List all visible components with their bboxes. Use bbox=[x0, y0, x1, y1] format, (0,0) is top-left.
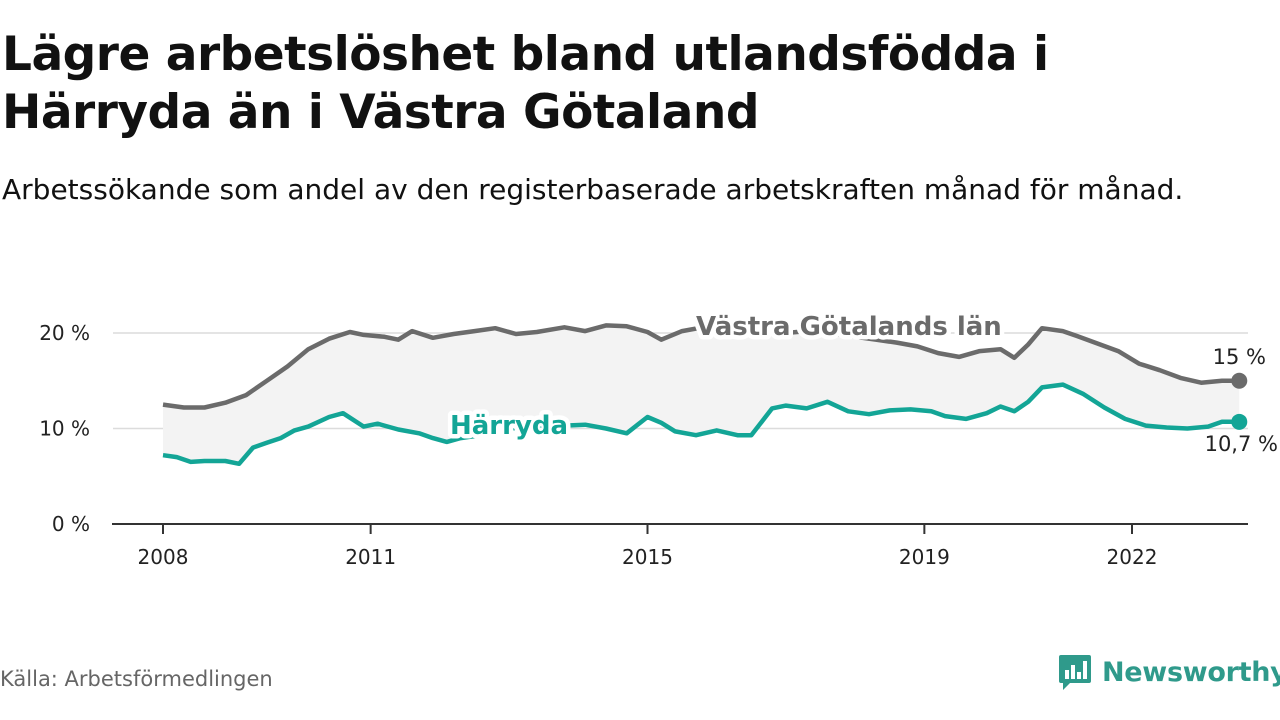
chart-title: Lägre arbetslöshet bland utlandsfödda i … bbox=[2, 27, 1049, 140]
chart-subtitle: Arbetssökande som andel av den registerb… bbox=[2, 173, 1184, 206]
end-label-vastra-gotaland: 15 % bbox=[1213, 345, 1266, 369]
x-tick-label: 2008 bbox=[138, 545, 189, 569]
x-tick-label: 2011 bbox=[345, 545, 396, 569]
end-point-harryda bbox=[1231, 413, 1248, 430]
y-tick-label: 20 % bbox=[39, 321, 90, 345]
y-tick-label: 10 % bbox=[39, 417, 90, 441]
x-tick-label: 2015 bbox=[622, 545, 673, 569]
x-tick-label: 2019 bbox=[899, 545, 950, 569]
y-tick-label: 0 % bbox=[52, 512, 90, 536]
brand-logo: Newsworthy bbox=[1058, 652, 1280, 692]
series-label-vastra-gotaland-halo: Västra Götalands län bbox=[696, 312, 1002, 342]
series-line-vastra-gotaland bbox=[162, 323, 1240, 410]
series-line-harryda bbox=[162, 382, 1240, 467]
brand-name: Newsworthy bbox=[1102, 656, 1280, 688]
series-label-vastra-gotaland: Västra Götalands län bbox=[696, 312, 1002, 342]
gap-band bbox=[163, 325, 1240, 464]
newsworthy-logo-icon bbox=[1059, 655, 1091, 690]
x-tick-label: 2022 bbox=[1107, 545, 1158, 569]
series-label-harryda: Härryda bbox=[450, 411, 568, 441]
series-label-harryda-halo: Härryda bbox=[450, 411, 568, 441]
source-note: Källa: Arbetsförmedlingen bbox=[0, 667, 273, 691]
end-point-vastra-gotaland bbox=[1231, 372, 1248, 389]
end-label-harryda: 10,7 % bbox=[1205, 432, 1278, 456]
